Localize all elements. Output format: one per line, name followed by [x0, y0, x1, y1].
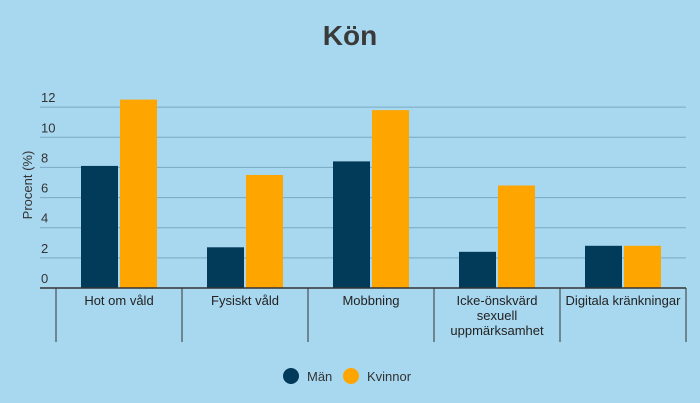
- x-axis-ticks: Hot om våld Fysiskt våld Mobbning Icke-önsk…: [84, 293, 681, 338]
- legend: Män Kvinnor: [283, 368, 412, 384]
- bar-kvinnor: [498, 185, 535, 288]
- x-tick-label: Icke-önskvärd sexuell uppmärksamhet: [450, 293, 544, 338]
- bar-män: [585, 245, 622, 288]
- bar-kvinnor: [246, 174, 283, 288]
- x-tick-label: Mobbning: [342, 293, 399, 308]
- y-tick-label: 2: [41, 241, 48, 256]
- y-tick-label: 8: [41, 150, 48, 165]
- y-axis-label: Procent (%): [20, 151, 35, 220]
- bar-kvinnor: [120, 99, 157, 288]
- y-tick-label: 10: [41, 120, 55, 135]
- y-tick-label: 12: [41, 90, 55, 105]
- legend-swatch-kvinnor: [343, 368, 359, 384]
- y-tick-label: 6: [41, 181, 48, 196]
- legend-label-män: Män: [307, 369, 332, 384]
- x-tick-label: Fysiskt våld: [211, 293, 279, 308]
- bar-män: [81, 165, 118, 288]
- bar-kvinnor: [624, 245, 661, 288]
- bar-män: [333, 161, 370, 288]
- bar-kvinnor: [372, 110, 409, 288]
- bars: [81, 99, 661, 288]
- bar-män: [459, 251, 496, 288]
- y-tick-label: 4: [41, 211, 48, 226]
- x-axis: [40, 287, 687, 342]
- bar-män: [207, 247, 244, 288]
- y-axis-ticks: 0 2 4 6 8 10 12: [41, 90, 55, 286]
- legend-swatch-män: [283, 368, 299, 384]
- x-tick-label: Hot om våld: [84, 293, 153, 308]
- chart-title: Kön: [323, 20, 377, 51]
- legend-label-kvinnor: Kvinnor: [367, 369, 412, 384]
- y-tick-label: 0: [41, 271, 48, 286]
- x-tick-label: Digitala kränkningar: [566, 293, 682, 308]
